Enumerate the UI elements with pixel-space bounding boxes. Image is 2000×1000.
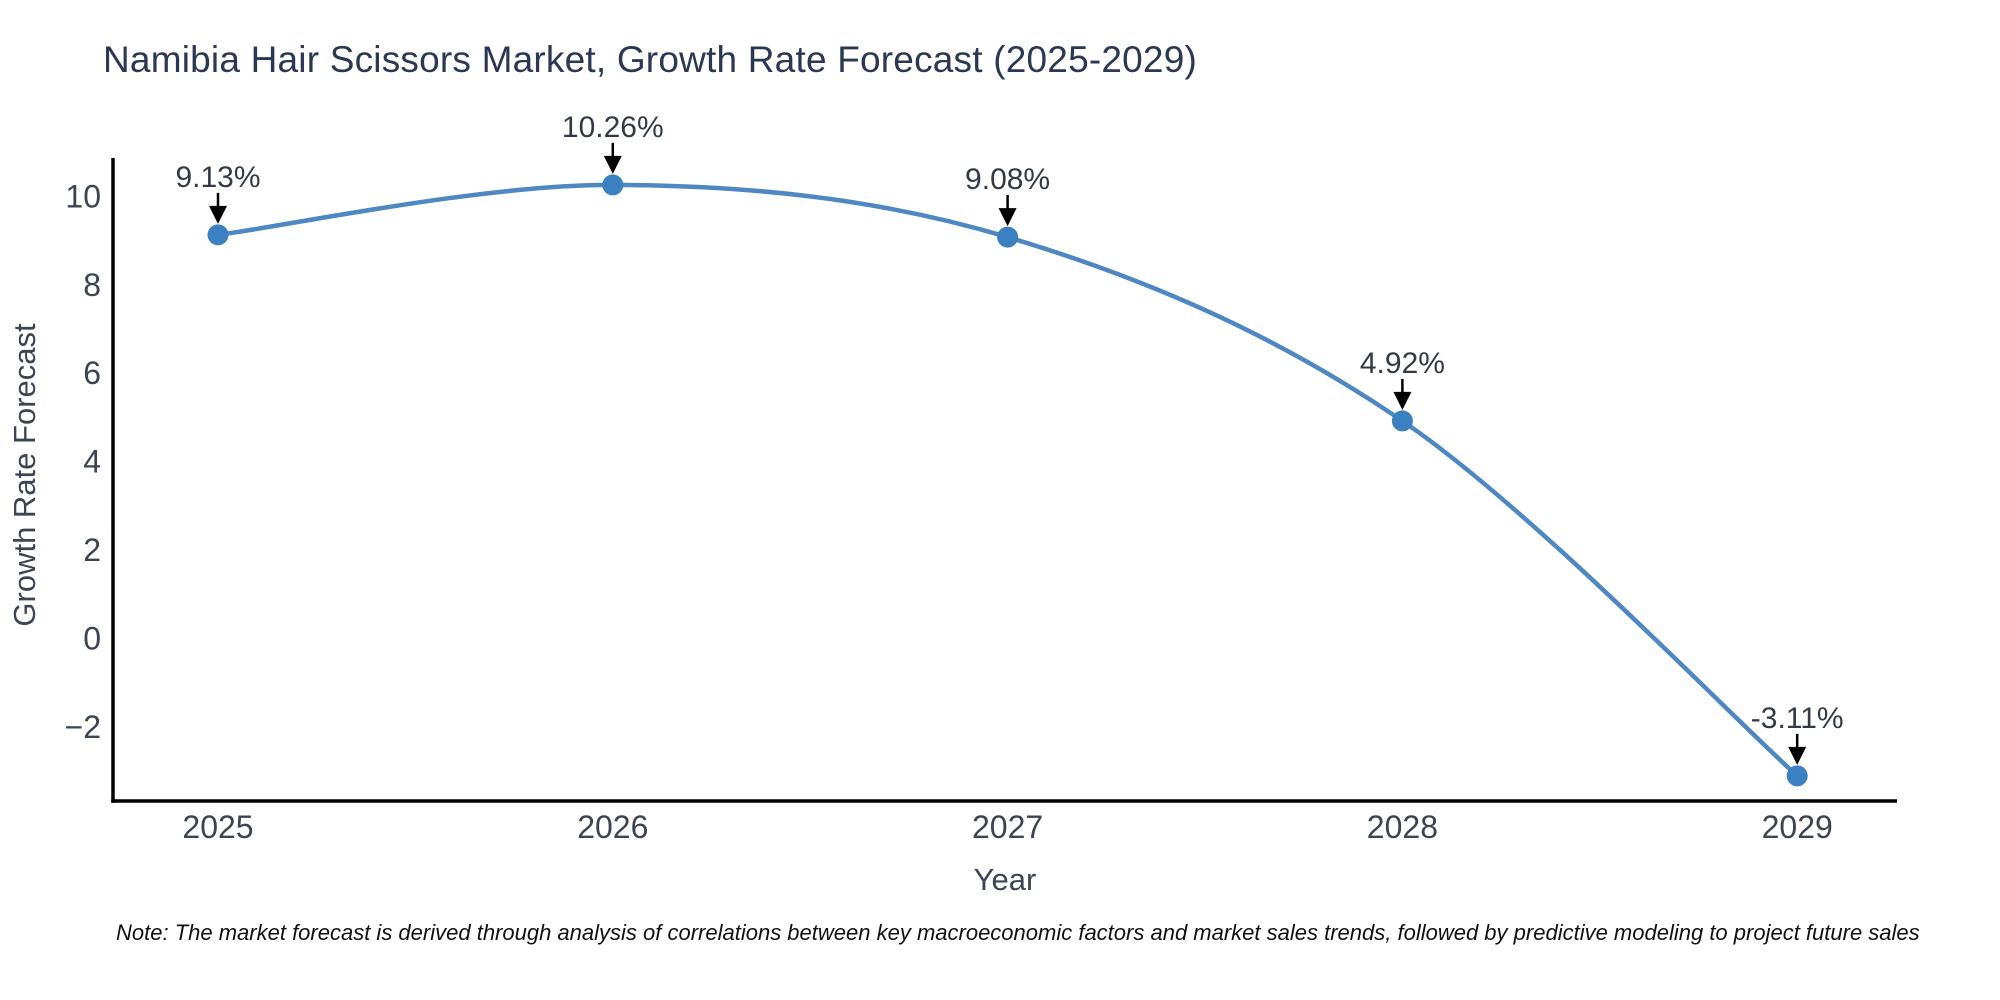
y-tick-label: 10	[65, 178, 101, 214]
chart-title: Namibia Hair Scissors Market, Growth Rat…	[103, 39, 1197, 80]
data-point-marker	[1786, 765, 1808, 787]
data-point-label: -3.11%	[1751, 702, 1844, 735]
y-tick-label: −2	[65, 709, 101, 745]
data-point-label: 9.08%	[965, 163, 1050, 196]
y-tick-label: 8	[83, 267, 101, 303]
data-point-marker	[207, 224, 229, 246]
data-point-label: 10.26%	[562, 111, 664, 144]
data-point-marker	[602, 174, 624, 196]
y-tick-label: 4	[83, 444, 101, 480]
data-point-label: 4.92%	[1360, 347, 1445, 380]
annotation-arrowhead	[1788, 746, 1807, 765]
annotation-arrowhead	[998, 208, 1017, 227]
x-axis-title: Year	[973, 862, 1037, 897]
footnote: Note: The market forecast is derived thr…	[116, 920, 1920, 945]
x-tick-label: 2029	[1762, 809, 1833, 845]
data-point-marker	[997, 226, 1019, 248]
y-tick-label: 2	[83, 532, 101, 568]
annotation-arrowhead	[1393, 391, 1412, 410]
annotation-arrowhead	[209, 205, 227, 224]
data-point-marker	[1391, 410, 1413, 432]
x-tick-label: 2028	[1367, 809, 1438, 845]
y-tick-label: 0	[83, 620, 101, 656]
annotation-arrowhead	[603, 155, 622, 174]
y-axis-title: Growth Rate Forecast	[7, 323, 42, 627]
y-tick-label: 6	[83, 355, 101, 391]
series-line	[215, 182, 1800, 779]
x-tick-label: 2027	[972, 809, 1043, 845]
x-tick-label: 2025	[182, 809, 253, 845]
data-point-label: 9.13%	[175, 161, 260, 194]
x-tick-label: 2026	[577, 809, 648, 845]
